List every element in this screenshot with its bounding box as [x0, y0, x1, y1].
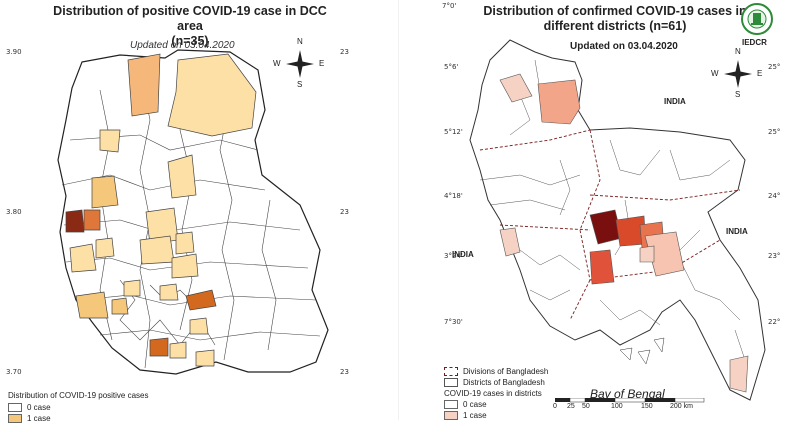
legend-label: 1 case	[27, 414, 51, 423]
compass-e: E	[757, 69, 763, 78]
scale-label: 150	[641, 403, 653, 410]
legend-swatch	[444, 367, 458, 376]
dcc-lat-label: 3.90	[6, 48, 22, 56]
country-label-india-east: INDIA	[726, 227, 748, 236]
legend-swatch	[444, 400, 458, 409]
bay-of-bengal-label: Bay of Bengal	[590, 387, 665, 401]
districts-legend-item: Districts of Bangladesh	[444, 377, 548, 388]
panel-divider	[398, 0, 399, 420]
iedcr-logo-icon	[740, 2, 774, 36]
dcc-compass-icon: N S E W	[273, 37, 324, 89]
districts-lon-label: 24°	[768, 192, 781, 200]
dcc-map-title: Distribution of positive COVID-19 case i…	[40, 4, 340, 49]
districts-updated-date: Updated on 03.04.2020	[570, 41, 678, 52]
scale-bar	[555, 398, 705, 403]
dcc-title-line2: (n=35)	[171, 34, 209, 48]
districts-legend-title: COVID-19 cases in districts	[444, 389, 542, 398]
compass-w: W	[273, 59, 281, 68]
legend-swatch	[444, 411, 458, 420]
districts-lat-label: 4°18'	[444, 192, 463, 200]
districts-lon-label: 25°	[768, 63, 781, 71]
districts-title-line2: different districts (n=61)	[543, 19, 687, 33]
dcc-lon-label: 23	[340, 368, 349, 376]
bangladesh-map	[469, 39, 766, 401]
districts-legend: Divisions of Bangladesh Districts of Ban…	[444, 366, 548, 421]
legend-swatch	[8, 403, 22, 412]
dcc-updated-date: Updated on 03.04.2020	[130, 40, 235, 51]
dcc-lon-label: 23	[340, 48, 349, 56]
districts-title-line1: Distribution of confirmed COVID-19 cases…	[483, 4, 747, 18]
dcc-lat-label: 3.80	[6, 208, 22, 216]
compass-n: N	[735, 47, 741, 56]
districts-lon-label: 22°	[768, 318, 781, 326]
districts-map-title: Distribution of confirmed COVID-19 cases…	[470, 4, 760, 34]
dcc-legend: Distribution of COVID-19 positive cases …	[8, 391, 149, 424]
compass-e: E	[319, 59, 325, 68]
scale-label: 200 km	[670, 403, 693, 410]
dcc-lat-label: 3.70	[6, 368, 22, 376]
legend-label: 0 case	[27, 403, 51, 412]
scale-label: 25	[567, 403, 575, 410]
dcc-lon-label: 23	[340, 208, 349, 216]
compass-n: N	[297, 37, 303, 46]
districts-lat-label: 7°30'	[444, 318, 463, 326]
legend-label: Districts of Bangladesh	[463, 378, 545, 387]
legend-label: 0 case	[463, 400, 487, 409]
districts-legend-item: Divisions of Bangladesh	[444, 366, 548, 377]
dcc-map-panel: Distribution of positive COVID-19 case i…	[0, 0, 390, 423]
districts-lon-label: 25°	[768, 128, 781, 136]
dcc-legend-item: 0 case	[8, 402, 149, 413]
scale-label: 50	[582, 403, 590, 410]
legend-label: Divisions of Bangladesh	[463, 367, 549, 376]
compass-w: W	[711, 69, 719, 78]
districts-lat-label: 3°24'	[444, 252, 463, 260]
dcc-title-line1: Distribution of positive COVID-19 case i…	[53, 4, 327, 33]
districts-legend-item: 0 case	[444, 399, 548, 410]
scale-label: 100	[611, 403, 623, 410]
districts-compass-icon: N S E W	[711, 47, 762, 99]
iedcr-logo-text: IEDCR	[742, 38, 767, 47]
legend-swatch	[8, 414, 22, 423]
country-label-india-north: INDIA	[664, 97, 686, 106]
dcc-map	[57, 49, 329, 375]
dcc-legend-item: 1 case	[8, 413, 149, 424]
compass-s: S	[735, 90, 741, 99]
country-label-india-west: INDIA	[452, 250, 474, 259]
districts-lat-label: 7°0'	[442, 2, 457, 10]
legend-swatch	[444, 378, 458, 387]
legend-label: 1 case	[463, 411, 487, 420]
scale-label: 0	[553, 403, 557, 410]
districts-legend-item: 1 case	[444, 410, 548, 421]
districts-lat-label: 5°12'	[444, 128, 463, 136]
districts-lat-label: 5°6'	[444, 63, 459, 71]
dcc-legend-title: Distribution of COVID-19 positive cases	[8, 391, 149, 400]
compass-s: S	[297, 80, 303, 89]
districts-lon-label: 23°	[768, 252, 781, 260]
